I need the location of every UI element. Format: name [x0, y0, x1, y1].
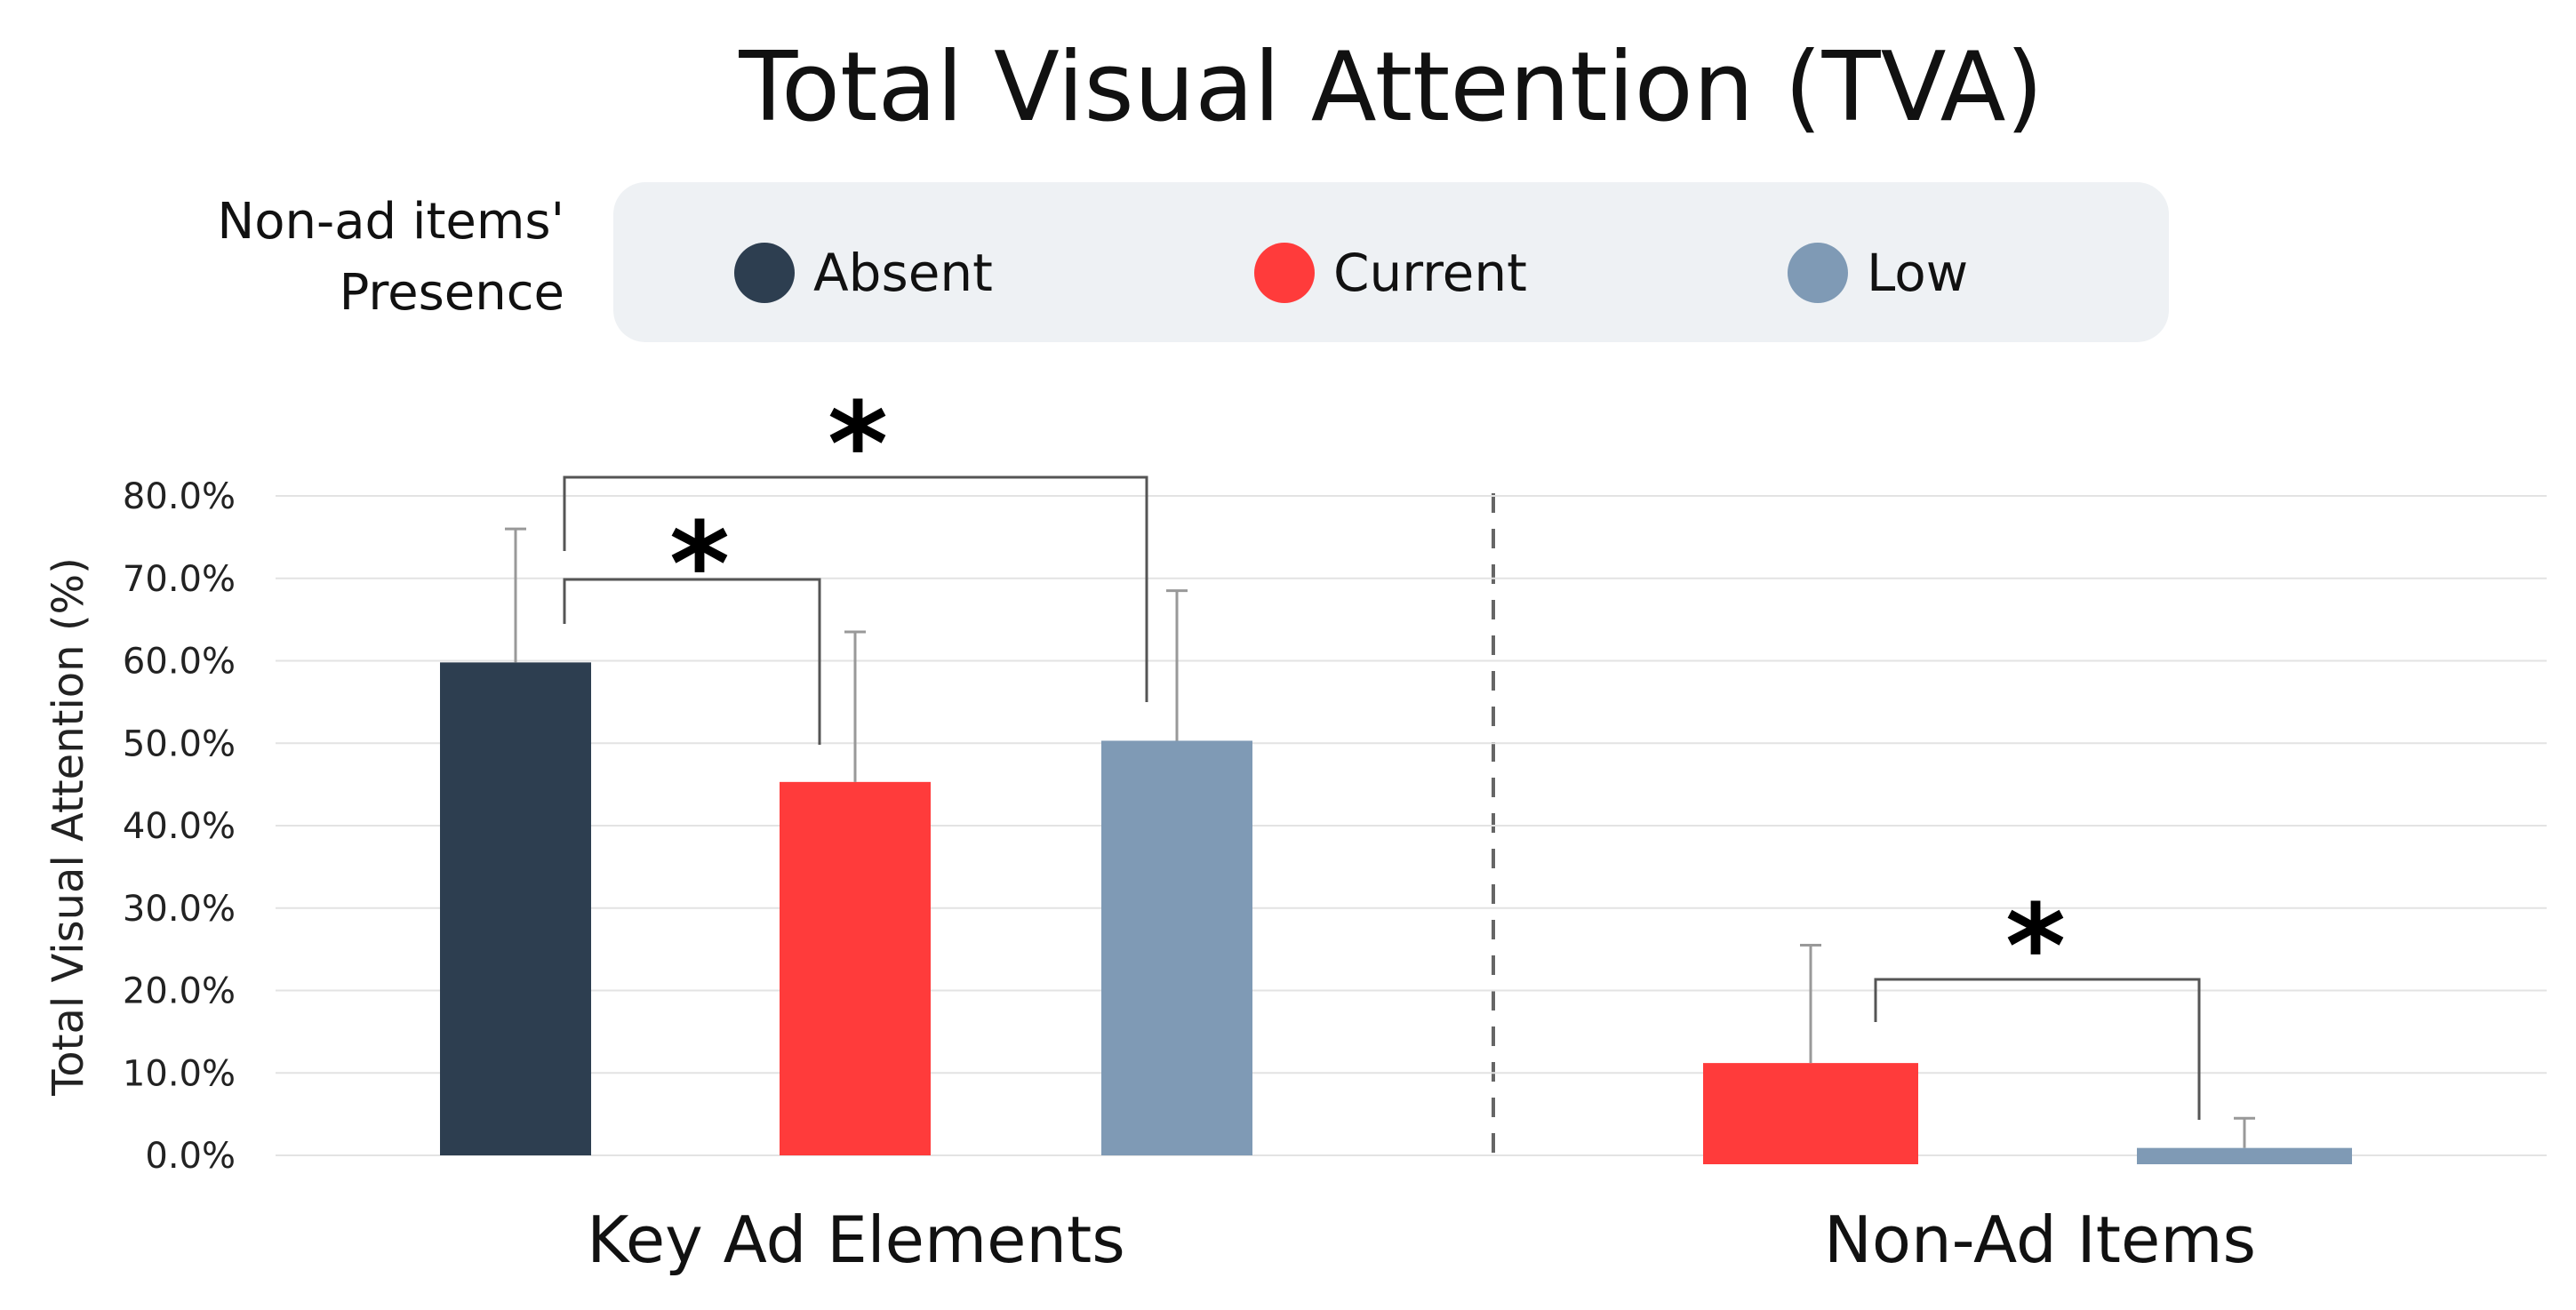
y-tick-label: 50.0% [123, 723, 236, 764]
group-label-key-ad-elements: Key Ad Elements [587, 1202, 1125, 1277]
gridlines [276, 495, 2547, 1156]
legend-label-low: Low [1867, 243, 1968, 303]
legend-label-current: Current [1333, 243, 1527, 303]
significance-bracket [563, 578, 821, 745]
bar-key-ad-elements-absent [440, 662, 591, 1155]
chart-title: Total Visual Attention (TVA) [738, 32, 2043, 143]
y-axis-title: Total Visual Attention (%) [44, 557, 93, 1097]
bar-non-ad-items-current [1703, 1063, 1918, 1164]
y-tick-label: 60.0% [123, 642, 236, 683]
y-tick-label: 20.0% [123, 971, 236, 1012]
bar-non-ad-items-low [2137, 1147, 2352, 1164]
y-tick-label: 30.0% [123, 889, 236, 930]
bar-key-ad-elements-current [780, 781, 931, 1155]
y-tick-label: 0.0% [145, 1136, 236, 1177]
significance-asterisk: * [828, 377, 888, 512]
significance-asterisk: * [2005, 879, 2066, 1014]
y-axis-ticks: 0.0% 10.0% 20.0% 30.0% 40.0% 50.0% 60.0% 70.0% 8… [123, 476, 236, 1177]
legend-title-line1: Non-ad items' [217, 193, 564, 251]
y-tick-label: 40.0% [123, 806, 236, 847]
significance-bracket [1874, 978, 2201, 1120]
group-label-non-ad-items: Non-Ad Items [1824, 1202, 2256, 1277]
legend-swatch-low [1788, 243, 1848, 303]
error-bars [505, 527, 2255, 1148]
legend: Non-ad items' Presence Absent Current Lo… [217, 182, 2169, 342]
significance-bracket [563, 475, 1148, 702]
legend-swatch-absent [734, 243, 795, 303]
legend-swatch-current [1254, 243, 1315, 303]
significance-asterisk: * [669, 497, 730, 632]
legend-label-absent: Absent [813, 243, 993, 303]
legend-box [613, 182, 2169, 342]
y-tick-label: 70.0% [123, 559, 236, 600]
legend-title-line2: Presence [340, 264, 564, 322]
y-tick-label: 80.0% [123, 476, 236, 517]
significance-brackets: * * * [563, 377, 2201, 1120]
y-tick-label: 10.0% [123, 1053, 236, 1094]
bars [440, 662, 2352, 1164]
bar-key-ad-elements-low [1101, 740, 1252, 1155]
